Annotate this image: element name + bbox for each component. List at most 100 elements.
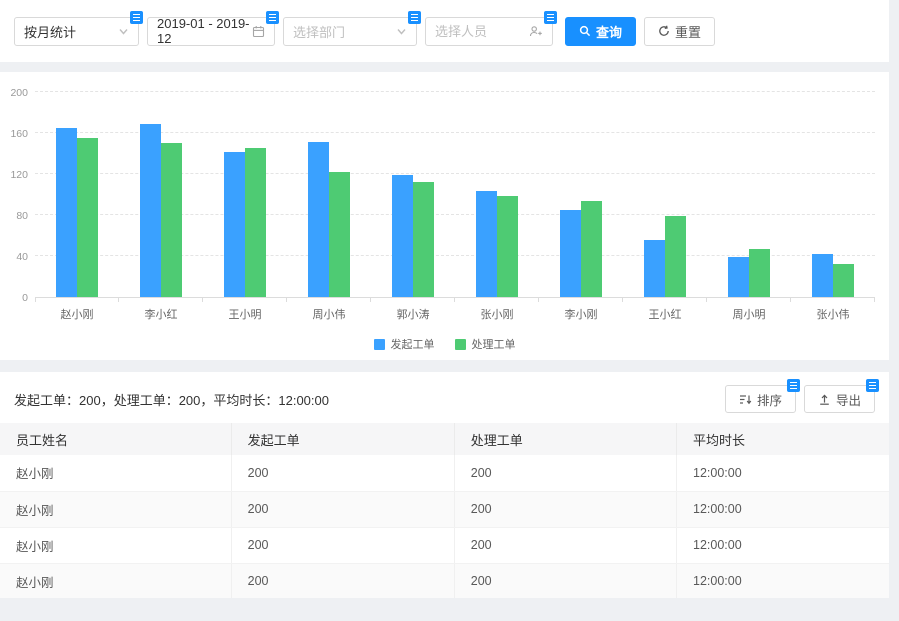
stat-type-select[interactable]: 按月统计 <box>14 17 139 46</box>
bar-chart-plot-area: 04080120160200 <box>35 93 875 298</box>
x-axis-tick <box>35 298 36 302</box>
config-badge-icon[interactable] <box>266 11 279 24</box>
query-button[interactable]: 查询 <box>565 17 636 46</box>
bar-发起工单 <box>812 254 833 297</box>
y-axis-tick-label: 120 <box>2 169 28 181</box>
filter-toolbar: 按月统计 2019-01 - 2019-12 选择部门 <box>0 0 889 62</box>
table-cell: 12:00:00 <box>677 563 890 598</box>
table-row[interactable]: 赵小刚20020012:00:00 <box>0 527 889 563</box>
x-axis-category-label: 李小刚 <box>539 306 623 322</box>
bar-group <box>623 93 707 297</box>
legend-swatch <box>455 339 466 350</box>
table-cell: 200 <box>231 491 454 527</box>
x-axis-category-label: 张小刚 <box>455 306 539 322</box>
chevron-down-icon <box>118 26 129 37</box>
department-select[interactable]: 选择部门 <box>283 17 417 46</box>
x-axis-category-label: 张小伟 <box>791 306 875 322</box>
column-header: 平均时长 <box>677 423 890 455</box>
table-cell: 12:00:00 <box>677 455 890 491</box>
legend-item[interactable]: 处理工单 <box>455 336 516 352</box>
table-body: 赵小刚20020012:00:00赵小刚20020012:00:00赵小刚200… <box>0 455 889 598</box>
bar-发起工单 <box>140 124 161 297</box>
chevron-down-icon <box>396 26 407 37</box>
table-row[interactable]: 赵小刚20020012:00:00 <box>0 563 889 598</box>
person-picker[interactable] <box>425 17 553 46</box>
table-cell: 12:00:00 <box>677 527 890 563</box>
table-cell: 200 <box>454 527 676 563</box>
bar-group <box>203 93 287 297</box>
bar-处理工单 <box>329 172 350 297</box>
x-axis-category-label: 赵小刚 <box>35 306 119 322</box>
bar-处理工单 <box>833 264 854 297</box>
bar-group <box>539 93 623 297</box>
table-cell: 12:00:00 <box>677 491 890 527</box>
table-cell: 200 <box>231 455 454 491</box>
person-input[interactable] <box>435 24 521 39</box>
search-icon <box>579 25 591 37</box>
date-range-picker[interactable]: 2019-01 - 2019-12 <box>147 17 275 46</box>
x-axis-tick <box>286 298 287 302</box>
bar-处理工单 <box>665 216 686 297</box>
chart-legend: 发起工单 处理工单 <box>0 336 889 352</box>
legend-item[interactable]: 发起工单 <box>374 336 435 352</box>
x-axis-labels: 赵小刚李小红王小明周小伟郭小涛张小刚李小刚王小红周小明张小伟 <box>35 298 875 322</box>
x-axis-tick <box>622 298 623 302</box>
bar-处理工单 <box>161 143 182 297</box>
table-cell: 200 <box>231 527 454 563</box>
table-row[interactable]: 赵小刚20020012:00:00 <box>0 455 889 491</box>
export-button[interactable]: 导出 <box>804 385 875 413</box>
y-axis-tick-label: 80 <box>2 210 28 222</box>
calendar-icon <box>252 25 265 38</box>
bar-发起工单 <box>560 210 581 297</box>
bar-group <box>455 93 539 297</box>
bar-group <box>287 93 371 297</box>
reset-button-label: 重置 <box>675 22 701 41</box>
bar-发起工单 <box>308 142 329 297</box>
x-axis-category-label: 周小明 <box>707 306 791 322</box>
table-cell: 赵小刚 <box>0 563 231 598</box>
y-axis-tick-label: 0 <box>2 292 28 304</box>
sort-button[interactable]: 排序 <box>725 385 796 413</box>
reset-button[interactable]: 重置 <box>644 17 715 46</box>
results-table: 员工姓名发起工单处理工单平均时长 赵小刚20020012:00:00赵小刚200… <box>0 423 889 598</box>
config-badge-icon[interactable] <box>544 11 557 24</box>
date-range-value: 2019-01 - 2019-12 <box>157 16 252 46</box>
bar-发起工单 <box>392 175 413 297</box>
table-cell: 200 <box>231 563 454 598</box>
query-button-label: 查询 <box>596 22 622 41</box>
x-axis-tick <box>370 298 371 302</box>
gridline <box>35 91 875 92</box>
table-cell: 赵小刚 <box>0 491 231 527</box>
x-axis-category-label: 郭小涛 <box>371 306 455 322</box>
stat-type-value: 按月统计 <box>24 22 76 41</box>
x-axis-category-label: 王小红 <box>623 306 707 322</box>
config-badge-icon[interactable] <box>866 379 879 392</box>
y-axis-tick-label: 40 <box>2 251 28 263</box>
results-panel: 发起工单：200，处理工单：200，平均时长：12:00:00 排序 导出 <box>0 372 889 598</box>
config-badge-icon[interactable] <box>787 379 800 392</box>
bar-chart-panel: 04080120160200 赵小刚李小红王小明周小伟郭小涛张小刚李小刚王小红周… <box>0 72 889 360</box>
bar-处理工单 <box>245 148 266 297</box>
add-person-icon[interactable] <box>529 25 543 38</box>
x-axis-tick <box>706 298 707 302</box>
bar-发起工单 <box>644 240 665 297</box>
bar-处理工单 <box>77 138 98 297</box>
y-axis-tick-label: 200 <box>2 87 28 99</box>
table-row[interactable]: 赵小刚20020012:00:00 <box>0 491 889 527</box>
x-axis-tick <box>790 298 791 302</box>
x-axis-category-label: 李小红 <box>119 306 203 322</box>
x-axis-category-label: 周小伟 <box>287 306 371 322</box>
sort-descending-icon <box>739 393 752 406</box>
export-button-label: 导出 <box>836 390 861 409</box>
x-axis-tick <box>118 298 119 302</box>
bar-group <box>791 93 875 297</box>
summary-bar: 发起工单：200，处理工单：200，平均时长：12:00:00 排序 导出 <box>0 372 889 423</box>
config-badge-icon[interactable] <box>130 11 143 24</box>
config-badge-icon[interactable] <box>408 11 421 24</box>
sort-button-label: 排序 <box>757 390 782 409</box>
bar-发起工单 <box>476 191 497 297</box>
y-axis-tick-label: 160 <box>2 128 28 140</box>
bar-group <box>35 93 119 297</box>
bar-发起工单 <box>728 257 749 297</box>
table-header-row: 员工姓名发起工单处理工单平均时长 <box>0 423 889 455</box>
